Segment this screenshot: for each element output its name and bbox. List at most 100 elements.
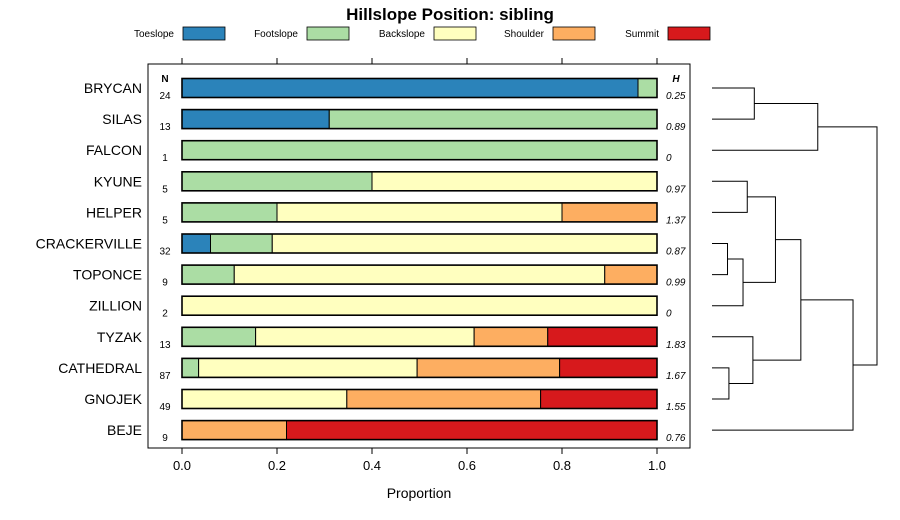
- bar-outline-cathedral: [181, 357, 658, 379]
- h-value-silas: 0.89: [666, 122, 686, 133]
- h-value-helper: 1.37: [666, 215, 686, 226]
- x-tick-label-3: 0.6: [458, 458, 476, 473]
- x-axis-label: Proportion: [387, 485, 452, 501]
- row-label-falcon: FALCON: [86, 142, 142, 158]
- row-label-silas: SILAS: [102, 111, 142, 127]
- dendro-link-5: [712, 336, 754, 384]
- bar-outline-tyzak: [181, 326, 658, 348]
- h-value-toponce: 0.99: [666, 278, 686, 289]
- dendro-link-9: [752, 239, 802, 361]
- bar-toponce-shoulder: [604, 264, 658, 285]
- h-value-crackerville: 0.87: [666, 247, 686, 258]
- bar-kyune-footslope: [181, 171, 373, 192]
- bar-outline-brycan: [181, 77, 658, 99]
- bars-group: 24 0.25 13 0.89 1 0 5 0.97 5 1.37 32 0.87 9 0.99 2 0 13 1…: [159, 77, 686, 444]
- bar-cathedral-shoulder: [416, 357, 561, 378]
- n-count-silas: 13: [159, 122, 171, 133]
- x-axis: 0.0 0.2 0.4 0.6 0.8 1.0: [173, 58, 666, 473]
- legend-swatch-footslope: [306, 26, 350, 41]
- legend-label-shoulder: Shoulder: [504, 29, 545, 40]
- dendro-link-11: [817, 126, 878, 366]
- x-tick-label-4: 0.8: [553, 458, 571, 473]
- bar-tyzak-backslope: [255, 326, 475, 347]
- plot-frame: [147, 63, 691, 449]
- legend-label-summit: Summit: [625, 29, 659, 40]
- bar-outline-gnojek: [181, 388, 658, 410]
- bar-helper-shoulder: [561, 202, 658, 223]
- n-column-header: N: [161, 74, 168, 85]
- bar-crackerville-toeslope: [181, 233, 211, 254]
- bar-crackerville-backslope: [271, 233, 658, 254]
- dendro-link-7: [743, 196, 776, 283]
- dendro-link-2: [712, 243, 729, 276]
- row-label-tyzak: TYZAK: [97, 329, 143, 345]
- bar-outline-zillion: [181, 295, 658, 317]
- row-label-zillion: ZILLION: [89, 298, 142, 314]
- row-label-cathedral: CATHEDRAL: [58, 360, 142, 376]
- bar-crackerville-footslope: [210, 233, 273, 254]
- bar-beje-summit: [286, 420, 658, 441]
- h-value-zillion: 0: [666, 309, 672, 320]
- bar-cathedral-backslope: [198, 357, 418, 378]
- bar-cathedral-summit: [559, 357, 658, 378]
- bar-beje-shoulder: [181, 420, 287, 441]
- legend-swatch-toeslope: [182, 26, 226, 41]
- legend-swatch-summit: [667, 26, 711, 41]
- bar-zillion-backslope: [181, 295, 658, 316]
- bar-helper-footslope: [181, 202, 278, 223]
- bar-outline-crackerville: [181, 233, 658, 254]
- bar-cathedral-footslope: [181, 357, 200, 378]
- row-label-helper: HELPER: [86, 204, 142, 220]
- x-tick-label-5: 1.0: [648, 458, 666, 473]
- n-count-kyune: 5: [162, 184, 168, 195]
- bar-tyzak-footslope: [181, 326, 257, 347]
- bar-outline-helper: [181, 202, 658, 223]
- legend-swatch-backslope: [433, 26, 477, 41]
- x-tick-label-0: 0.0: [173, 458, 191, 473]
- bar-silas-footslope: [328, 109, 658, 130]
- n-count-brycan: 24: [159, 91, 171, 102]
- bar-outline-falcon: [181, 139, 658, 161]
- dendro-link-8: [712, 103, 819, 151]
- row-label-brycan: BRYCAN: [84, 80, 142, 96]
- dendro-link-10: [712, 299, 854, 431]
- legend-label-backslope: Backslope: [379, 29, 426, 40]
- bar-toponce-backslope: [233, 264, 606, 285]
- n-count-helper: 5: [162, 215, 168, 226]
- bar-toponce-footslope: [181, 264, 235, 285]
- row-label-crackerville: CRACKERVILLE: [36, 236, 142, 252]
- n-count-zillion: 2: [162, 309, 168, 320]
- bar-kyune-backslope: [371, 171, 658, 192]
- dendrogram: [712, 87, 878, 431]
- n-count-beje: 9: [162, 433, 168, 444]
- bar-outline-toponce: [181, 264, 658, 285]
- h-value-kyune: 0.97: [666, 184, 686, 195]
- h-column-header: H: [672, 74, 680, 85]
- row-label-kyune: KYUNE: [94, 173, 142, 189]
- dendro-link-4: [712, 180, 748, 213]
- chart-title: Hillslope Position: sibling: [346, 5, 554, 24]
- bar-outline-beje: [181, 419, 658, 441]
- n-count-gnojek: 49: [159, 402, 171, 413]
- row-label-beje: BEJE: [107, 422, 142, 438]
- h-value-gnojek: 1.55: [666, 402, 686, 413]
- n-count-cathedral: 87: [159, 371, 171, 382]
- bar-falcon-footslope: [181, 140, 658, 161]
- dendro-link-1: [712, 367, 730, 400]
- bar-brycan-footslope: [637, 78, 658, 98]
- bar-brycan-toeslope: [181, 78, 639, 98]
- bar-outline-kyune: [181, 171, 658, 192]
- legend-swatch-shoulder: [552, 26, 596, 41]
- bar-tyzak-summit: [547, 326, 658, 347]
- n-count-crackerville: 32: [159, 247, 171, 258]
- n-count-falcon: 1: [162, 153, 168, 164]
- n-count-tyzak: 13: [159, 340, 171, 351]
- bar-tyzak-shoulder: [473, 326, 549, 347]
- h-value-beje: 0.76: [666, 433, 686, 444]
- bar-gnojek-backslope: [181, 389, 348, 409]
- h-value-brycan: 0.25: [666, 91, 686, 102]
- x-tick-label-1: 0.2: [268, 458, 286, 473]
- legend: Toeslope Footslope Backslope Shoulder Summit: [134, 26, 711, 41]
- row-label-gnojek: GNOJEK: [84, 391, 142, 407]
